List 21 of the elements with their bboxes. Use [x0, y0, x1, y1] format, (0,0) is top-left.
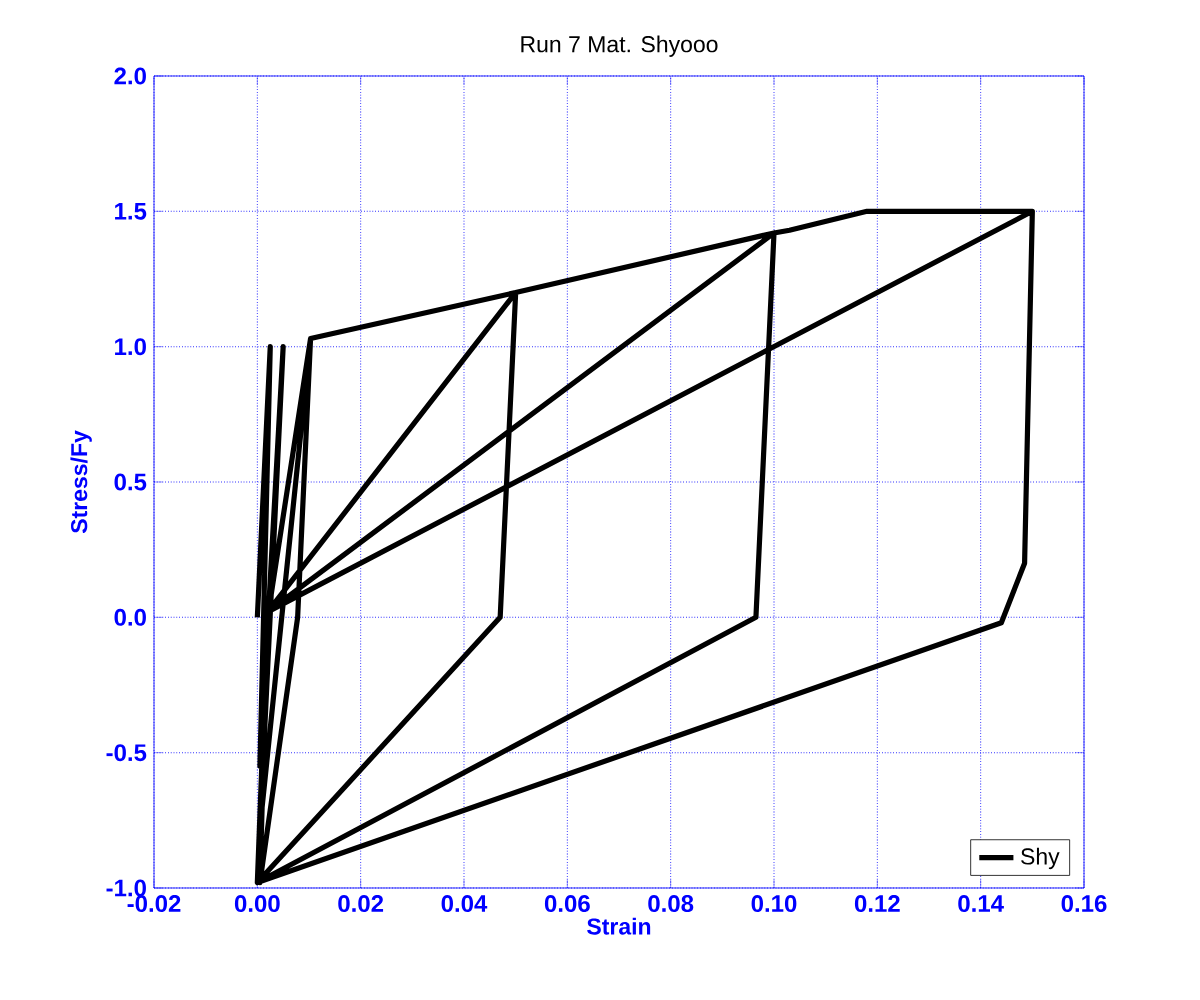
x-tick-label: 0.06 — [544, 895, 590, 913]
x-tick-label: 0.16 — [1061, 895, 1107, 913]
x-tick-label: 0.12 — [854, 895, 900, 913]
x-axis-title: Strain — [587, 917, 651, 935]
x-tick-label: 0.00 — [234, 895, 280, 913]
x-tick-label: -0.02 — [127, 895, 181, 913]
y-tick-label: 1.5 — [115, 202, 147, 220]
legend-label: Shy — [1021, 847, 1060, 870]
x-tick-label: 0.14 — [958, 895, 1004, 913]
x-tick-label: 0.02 — [338, 895, 384, 913]
y-tick-label: 1.0 — [115, 338, 146, 356]
y-tick-label: 2.0 — [114, 67, 146, 85]
chart-title: Run 7 Mat. Shyooo — [521, 35, 718, 57]
y-tick-label: 0.5 — [114, 473, 147, 491]
x-tick-label: 0.04 — [441, 895, 488, 913]
y-tick-label: -1.0 — [106, 879, 146, 897]
y-tick-label: -0.5 — [106, 744, 147, 762]
y-tick-label: 0.0 — [114, 608, 146, 626]
x-tick-label: 0.08 — [648, 895, 694, 913]
y-axis-title: Stress/Fy — [70, 430, 92, 534]
x-tick-label: 0.10 — [751, 895, 797, 913]
